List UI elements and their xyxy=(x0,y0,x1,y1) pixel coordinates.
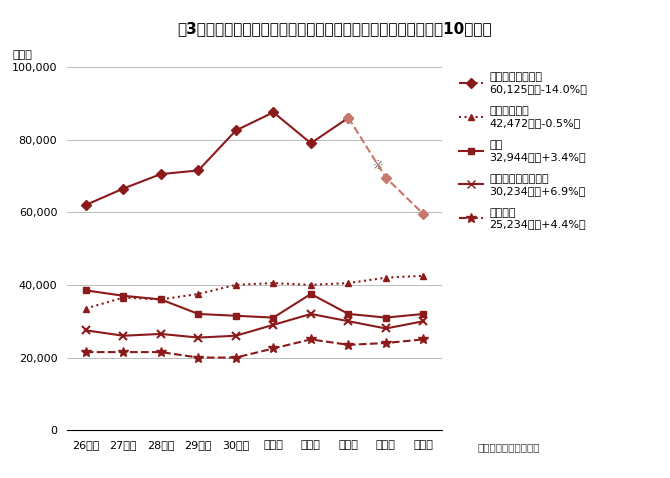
Y-axis label: （件）: （件） xyxy=(12,50,32,60)
Text: （3）民事上の個別労働関係紛争｜主な相談内容別の件数推移（10年間）: （3）民事上の個別労働関係紛争｜主な相談内容別の件数推移（10年間） xyxy=(178,21,492,36)
Legend: いじめ・嘘がらせ
60,125件（-14.0%）, 自己都合退職
42,472件（-0.5%）, 解雇
32,944件（+3.4%）, 労働条件の引き下げ
30: いじめ・嘘がらせ 60,125件（-14.0%）, 自己都合退職 42,472件… xyxy=(459,73,587,229)
Text: （　）内は対前年度比: （ ）内は対前年度比 xyxy=(478,442,541,452)
Text: ※: ※ xyxy=(373,159,383,172)
